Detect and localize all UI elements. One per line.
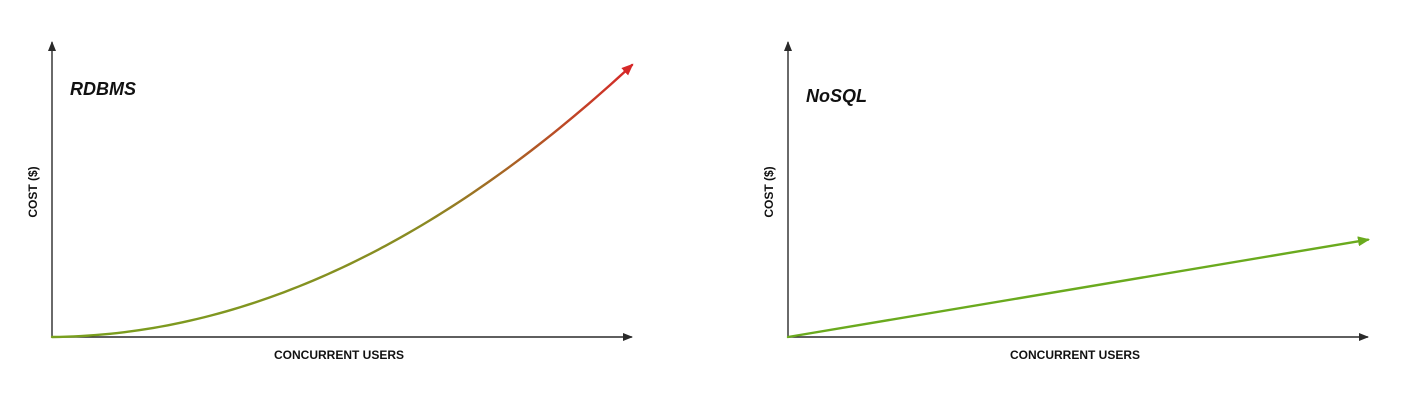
y-axis-label: COST ($) <box>762 166 776 217</box>
chart-rdbms: RDBMS CONCURRENT USERS COST ($) <box>26 41 634 362</box>
x-axis-label: CONCURRENT USERS <box>274 348 404 362</box>
cost-series-line <box>786 236 1370 339</box>
chart-title: RDBMS <box>70 79 136 99</box>
cost-series-line <box>50 63 634 339</box>
y-axis-label: COST ($) <box>26 166 40 217</box>
x-axis-label: CONCURRENT USERS <box>1010 348 1140 362</box>
chart-nosql: NoSQL CONCURRENT USERS COST ($) <box>762 41 1370 362</box>
chart-title: NoSQL <box>806 86 867 106</box>
